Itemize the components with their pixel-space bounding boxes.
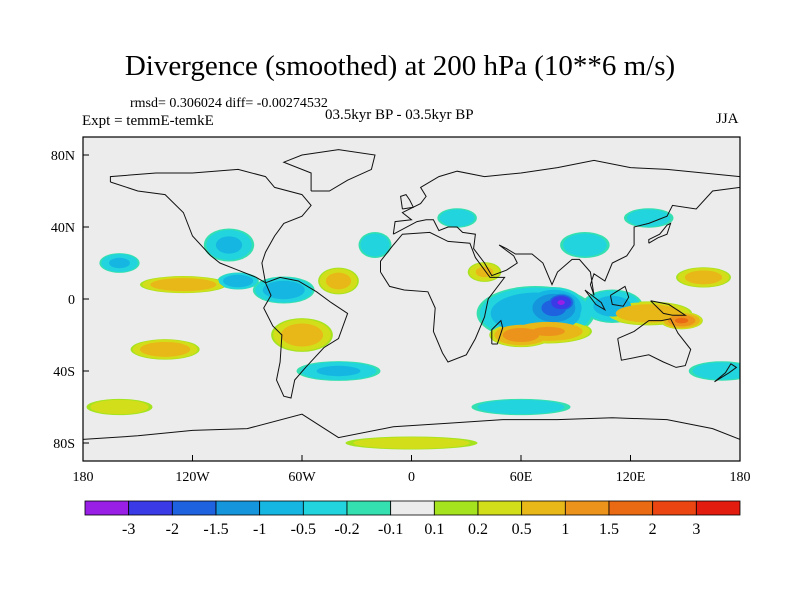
colorbar-label: 0.2 <box>468 521 488 538</box>
season-label: JJA <box>716 111 739 127</box>
coast-north-america <box>109 168 312 284</box>
colorbar-label: -0.5 <box>291 521 316 538</box>
stats-label: rmsd= 0.306024 diff= -0.00274532 <box>130 96 328 111</box>
coast-africa <box>380 231 506 363</box>
x-tick-label: 180 <box>730 470 751 485</box>
field-contour-0-3 <box>557 300 565 306</box>
colorbar-swatch <box>128 500 173 516</box>
colorbar-swatch <box>390 500 435 516</box>
colorbar-swatch <box>652 500 697 516</box>
colorbar-swatch <box>171 500 217 516</box>
field-contour-24-0p2 <box>692 362 740 380</box>
x-tick-label: 60W <box>288 470 316 485</box>
coast-australia <box>617 318 692 368</box>
colorbar-label: -0.2 <box>334 521 359 538</box>
coast-borneo <box>609 285 630 307</box>
colorbar-label: -3 <box>122 521 135 538</box>
colorbar-swatch <box>346 500 392 516</box>
colorbar-swatch <box>215 500 261 516</box>
y-axis: 80N 40N 0 40S 80S <box>51 149 89 452</box>
colorbar-label: 3 <box>692 521 700 538</box>
field-contour-10-0p5 <box>223 274 254 288</box>
colorbar-swatch <box>608 500 654 516</box>
y-tick-label: 40S <box>53 365 75 380</box>
coast-uk <box>400 194 415 210</box>
field-contour-21-0p2 <box>626 209 671 227</box>
colorbar-swatch <box>433 500 479 516</box>
field-contour-26-0p2 <box>353 437 470 449</box>
field-contour-17-0p2 <box>360 233 390 257</box>
y-tick-label: 40N <box>51 221 75 236</box>
field-contour-15-0p5 <box>108 257 131 269</box>
colorbar-label: 2 <box>649 521 657 538</box>
colorbar-swatch <box>564 500 610 516</box>
coastlines <box>83 149 740 440</box>
field-contour-11-0p5 <box>215 236 243 254</box>
coast-madagascar <box>491 319 504 345</box>
colorbar-label: 0.5 <box>512 521 532 538</box>
colorbar-label: -1.5 <box>203 521 228 538</box>
coast-japan <box>648 222 672 244</box>
coast-sumatra <box>584 289 607 312</box>
field-contour-23-0p2 <box>477 399 565 415</box>
field-contour-16-0p5 <box>325 272 352 290</box>
colorbar-label: -0.1 <box>378 521 403 538</box>
colorbar-swatch <box>695 500 741 516</box>
period-label: 03.5kyr BP - 03.5kyr BP <box>325 107 474 123</box>
colorbar-label: 1.5 <box>599 521 619 538</box>
coast-south-america <box>263 276 349 399</box>
field-contour-14-0p5 <box>140 341 191 357</box>
field-contour-18-0p2 <box>439 209 475 227</box>
colorbar-label: 1 <box>561 521 569 538</box>
divergence-field <box>86 208 740 450</box>
x-tick-label: 120E <box>616 470 646 485</box>
colorbar-label: -2 <box>166 521 179 538</box>
field-contour-19-0p5 <box>475 266 494 278</box>
coast-new-guinea <box>650 300 687 316</box>
colorbar-label: 0.1 <box>424 521 444 538</box>
x-tick-label: 60E <box>510 470 533 485</box>
y-tick-label: 0 <box>68 293 75 308</box>
field-contour-20-0p2 <box>563 233 607 257</box>
coast-antarctica <box>83 413 740 440</box>
colorbar-swatch <box>84 500 130 516</box>
plot-background <box>83 137 740 461</box>
experiment-label: Expt = temmE-temkE <box>82 113 214 129</box>
field-contour-8-0p5 <box>684 270 723 285</box>
colorbar-label: -1 <box>253 521 266 538</box>
y-tick-label: 80N <box>51 149 75 164</box>
field-contour-22-0p5 <box>316 365 361 377</box>
colorbar-swatch <box>302 500 348 516</box>
y-tick-label: 80S <box>53 437 75 452</box>
colorbar-swatch <box>521 500 566 516</box>
field-contour-12-0p5 <box>262 280 305 300</box>
field-contour-9-0p5 <box>150 278 217 292</box>
field-contour-7-1p5 <box>674 317 689 324</box>
x-tick-label: 120W <box>175 470 210 485</box>
field-contour-25-0p2 <box>90 399 149 415</box>
chart-title: Divergence (smoothed) at 200 hPa (10**6 … <box>124 50 676 82</box>
x-tick-label: 0 <box>408 470 415 485</box>
colorbar-swatch <box>477 500 523 516</box>
field-contour-13-0p5 <box>280 323 324 347</box>
colorbar: -3 -2 -1.5 -1 -0.5 -0.2 -0.1 0.1 0.2 0.5 1 1.5 2 3 <box>84 500 741 538</box>
x-tick-label: 180 <box>73 470 94 485</box>
coast-new-zealand <box>714 363 738 383</box>
x-axis: 180 120W 60W 0 60E 120E 180 <box>73 455 751 485</box>
field-contour-4-1 <box>502 327 540 343</box>
coast-greenland <box>282 149 376 192</box>
field-contour-5-1 <box>531 326 565 336</box>
colorbar-swatch <box>259 500 304 516</box>
coast-eurasia <box>392 159 740 296</box>
